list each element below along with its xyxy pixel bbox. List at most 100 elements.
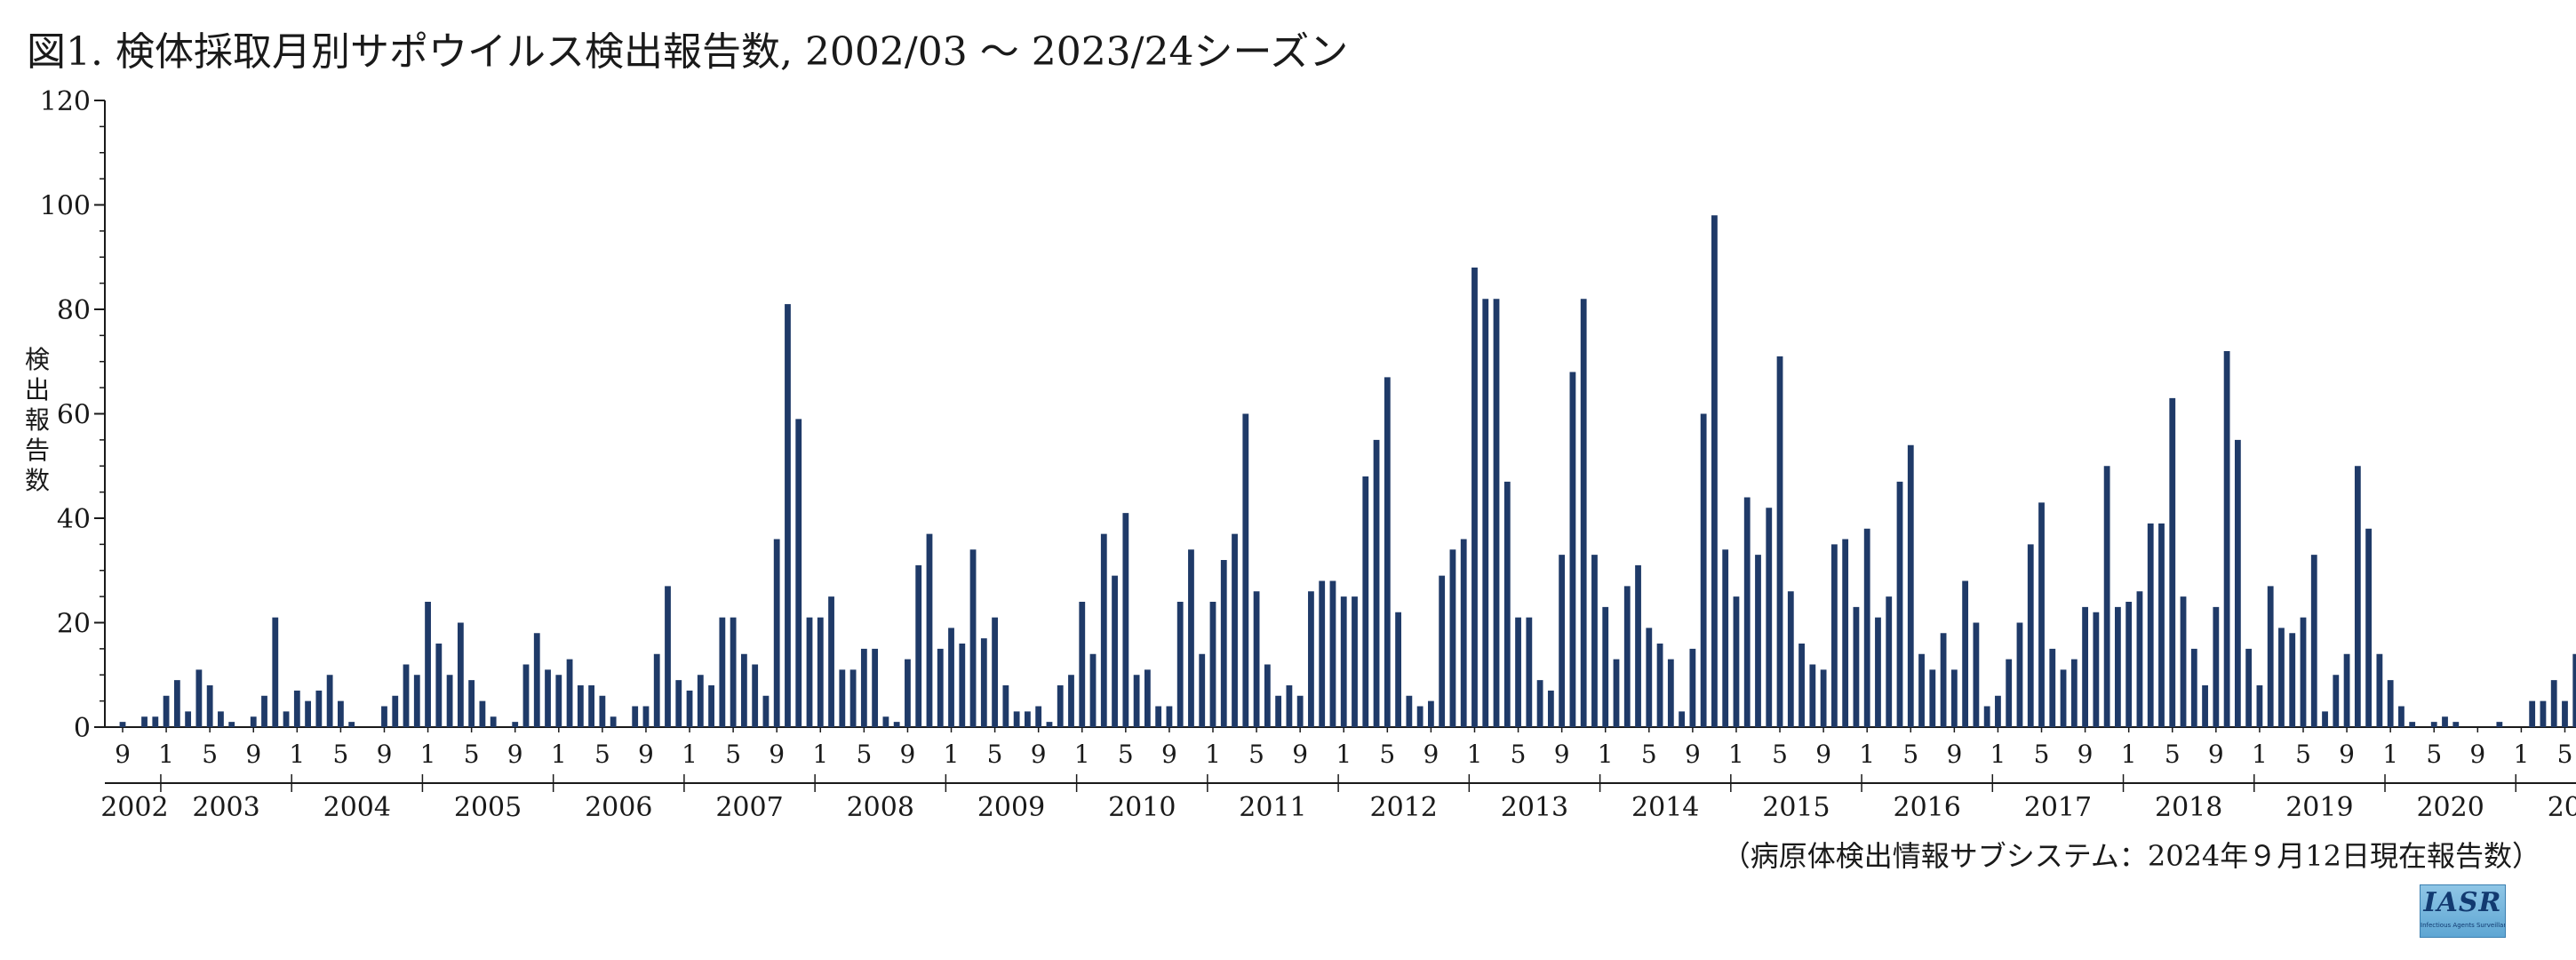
bar	[1308, 591, 1314, 727]
bar	[2267, 586, 2274, 728]
bar	[839, 669, 846, 728]
x-month-label: 9	[1946, 740, 1962, 769]
bar	[1482, 299, 1489, 727]
x-year-label: 2017	[2024, 792, 2092, 823]
x-month-label: 9	[1815, 740, 1831, 769]
bar	[1122, 513, 1129, 728]
bar	[555, 675, 562, 727]
chart-title: 図1. 検体採取月別サポウイルス検出報告数, 2002/03 〜 2023/24…	[27, 29, 1349, 75]
y-tick-label: 40	[57, 504, 91, 535]
bar	[762, 695, 770, 727]
bar	[1155, 706, 1162, 727]
bar	[1100, 533, 1107, 728]
x-month-label: 1	[1990, 740, 2006, 769]
bar	[1733, 596, 1740, 728]
bar	[1340, 596, 1347, 728]
x-month-label: 9	[2469, 740, 2485, 769]
x-month-label: 9	[115, 740, 131, 769]
bar	[1362, 476, 1369, 727]
bar	[2376, 653, 2383, 727]
bar	[185, 711, 192, 728]
bar	[1013, 711, 1020, 728]
bar	[1002, 685, 1009, 727]
x-year-label: 2018	[2155, 792, 2222, 823]
bar	[697, 675, 704, 727]
x-month-label: 9	[1031, 740, 1047, 769]
x-year-label: 2006	[585, 792, 652, 823]
bar	[1416, 706, 1424, 727]
x-month-label: 1	[158, 740, 174, 769]
bar	[1755, 555, 1761, 728]
x-month-label: 1	[1598, 740, 1614, 769]
bar	[665, 586, 671, 728]
bar	[413, 675, 420, 727]
x-month-label: 1	[2252, 740, 2268, 769]
bar	[1830, 544, 1838, 728]
bar	[1428, 700, 1434, 728]
bar	[1602, 606, 1609, 728]
bar	[708, 685, 714, 727]
bar	[1319, 580, 1326, 727]
bar	[1962, 580, 1969, 727]
bar	[2070, 659, 2078, 728]
x-month-label: 9	[2339, 740, 2355, 769]
bar	[1929, 669, 1936, 728]
bar	[1995, 695, 2001, 727]
bar	[915, 564, 922, 728]
bar	[1460, 539, 1467, 727]
bar	[1068, 675, 1074, 727]
y-tick-label: 60	[57, 400, 91, 431]
y-axis-label-char: 報	[24, 405, 50, 435]
bar	[1918, 653, 1925, 727]
x-month-label: 1	[682, 740, 698, 769]
bar	[2027, 544, 2034, 728]
bar	[1112, 575, 1118, 728]
bar	[1656, 644, 1663, 727]
bar	[490, 716, 497, 727]
bar	[893, 722, 900, 728]
y-tick-label: 80	[57, 295, 91, 326]
iasr-logo: IASR Infectious Agents Surveillance Repo…	[2420, 884, 2506, 938]
logo-subtext: Infectious Agents Surveillance Report	[2420, 922, 2505, 929]
x-year-label: 2016	[1894, 792, 1961, 823]
x-year-label: 2003	[192, 792, 259, 823]
x-month-label: 5	[464, 740, 480, 769]
bar	[860, 648, 867, 728]
x-month-label: 9	[2208, 740, 2224, 769]
bar	[293, 690, 300, 728]
bar	[1493, 299, 1500, 727]
bar	[642, 706, 650, 727]
y-tick-label: 20	[57, 609, 91, 640]
bar	[599, 695, 606, 727]
bar	[937, 648, 944, 728]
bar	[795, 419, 802, 728]
x-month-label: 5	[202, 740, 218, 769]
x-year-label: 2005	[454, 792, 522, 823]
bar	[446, 675, 453, 727]
bar	[152, 716, 159, 727]
bar	[403, 664, 410, 727]
bar	[2158, 523, 2165, 728]
bar	[2562, 700, 2568, 728]
bar	[980, 638, 987, 728]
bar	[849, 669, 857, 728]
x-year-label: 2013	[1501, 792, 1568, 823]
bar	[2093, 612, 2100, 727]
bar	[435, 644, 443, 727]
bar	[2223, 351, 2230, 727]
bar	[1439, 575, 1446, 728]
x-year-label: 2009	[977, 792, 1045, 823]
x-year-label: 2020	[2416, 792, 2484, 823]
x-month-label: 5	[2165, 740, 2181, 769]
bar	[1188, 549, 1194, 727]
x-month-label: 9	[1554, 740, 1570, 769]
bar	[2202, 685, 2208, 727]
bar	[2006, 659, 2013, 728]
bar	[2343, 653, 2350, 727]
x-month-label: 9	[1423, 740, 1439, 769]
bar	[577, 685, 584, 727]
x-month-label: 5	[1511, 740, 1527, 769]
bar	[806, 617, 813, 728]
bar	[686, 690, 693, 728]
bar	[1515, 617, 1521, 728]
